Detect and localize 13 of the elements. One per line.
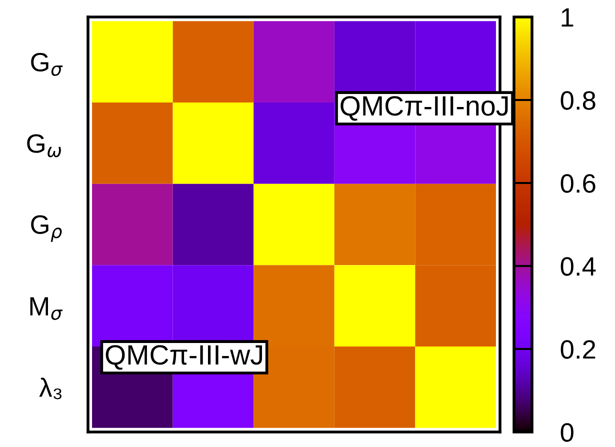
annotation: QMCπ-III-noJ [340, 96, 508, 121]
color-bar-label: 1 [562, 8, 574, 27]
color-bar-label: 0.4 [560, 257, 596, 276]
y-tick-label: G$_{σ}$ [31, 52, 63, 76]
color-bar-label: 0.2 [560, 340, 596, 359]
y-tick-label: G$_{ω}$ [27, 134, 61, 158]
color-bar-label: 0 [560, 423, 574, 442]
color-bar-label: 0.6 [560, 174, 596, 193]
y-tick-label: M$_{σ}$ [30, 297, 63, 320]
y-tick-label: λ₃ [39, 378, 62, 400]
y-tick-label: G$_{ρ}$ [31, 215, 62, 242]
annotation: QMCπ-III-wJ [106, 345, 262, 370]
color-bar-label: 0.8 [560, 91, 596, 110]
